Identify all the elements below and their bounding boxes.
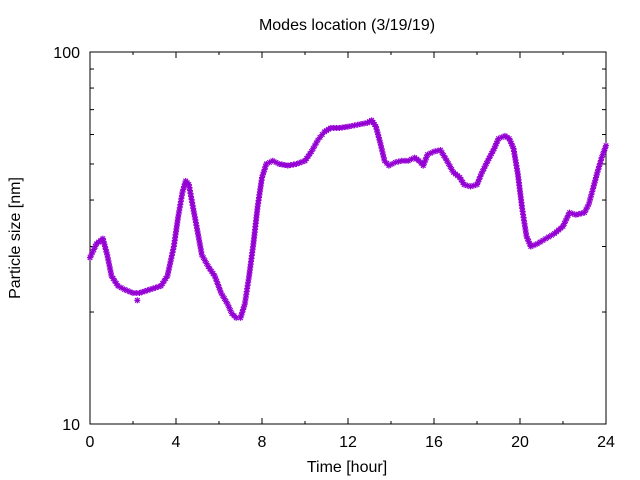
- y-axis-ticks: 10 100: [53, 45, 606, 434]
- x-tick-label: 12: [339, 434, 357, 451]
- y-tick-label: 10: [62, 417, 80, 434]
- data-points: [87, 117, 609, 321]
- data-point: [431, 148, 437, 155]
- data-point: [134, 297, 141, 304]
- x-tick-label: 0: [86, 434, 95, 451]
- x-tick-label: 20: [511, 434, 529, 451]
- data-point: [354, 121, 361, 128]
- y-axis-label: Particle size [nm]: [7, 177, 24, 299]
- data-point: [569, 210, 576, 217]
- data-point: [603, 142, 609, 149]
- x-tick-label: 4: [172, 434, 181, 451]
- data-point: [181, 183, 188, 190]
- x-axis-label: Time [hour]: [307, 459, 387, 476]
- data-point: [260, 169, 267, 176]
- y-tick-label: 100: [53, 45, 80, 62]
- x-tick-label: 8: [258, 434, 267, 451]
- data-point: [259, 171, 266, 178]
- data-point: [213, 278, 220, 285]
- x-tick-label: 16: [425, 434, 443, 451]
- x-tick-label: 24: [597, 434, 615, 451]
- chart-title: Modes location (3/19/19): [259, 17, 435, 34]
- data-point: [233, 314, 240, 321]
- x-axis-ticks: 0 4 8 12 16 20 24: [86, 52, 615, 451]
- data-point: [127, 288, 134, 295]
- data-point: [563, 215, 570, 222]
